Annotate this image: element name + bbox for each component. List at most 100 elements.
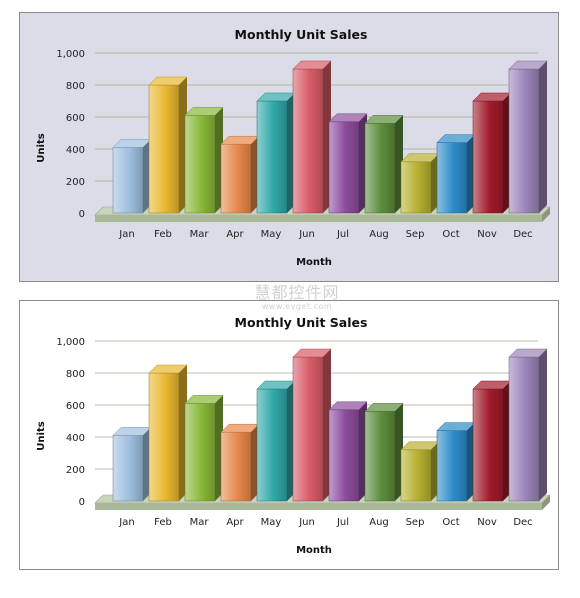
bar-front	[112, 435, 144, 502]
x-tick-label: Jul	[336, 229, 349, 240]
bar-front	[328, 409, 360, 502]
bar-front	[364, 123, 396, 214]
x-tick-label: Nov	[477, 517, 497, 528]
bar-front	[184, 403, 216, 502]
bar-chart-top: 0 200 400 600 800 1,000 Jan Feb Mar Apr May Jun Jul A…	[20, 13, 558, 281]
y-tick-label: 1,000	[56, 337, 85, 348]
bar-front	[508, 68, 540, 214]
x-tick-label: Oct	[442, 517, 459, 528]
y-axis-title: Units	[36, 421, 47, 450]
chart-title: Monthly Unit Sales	[235, 27, 368, 42]
x-axis-title: Month	[296, 545, 332, 556]
x-tick-label: Feb	[154, 229, 172, 240]
x-tick-label: Sep	[406, 517, 425, 528]
bar-nov	[472, 92, 512, 214]
bar-front	[364, 411, 396, 502]
bar-may	[256, 380, 296, 502]
watermark-url: www.evget.com	[261, 302, 333, 311]
y-tick-label: 800	[66, 369, 85, 380]
floor-front	[95, 503, 542, 510]
bar-front	[220, 431, 252, 502]
x-axis-title: Month	[296, 257, 332, 268]
bar-aug	[364, 115, 404, 214]
floor-side	[542, 207, 550, 222]
bar-front	[472, 100, 504, 214]
y-tick-label: 200	[66, 177, 85, 188]
bar-side	[539, 349, 547, 501]
y-tick-label: 400	[66, 433, 85, 444]
x-tick-label: Sep	[406, 229, 425, 240]
chart-panel-top: 0 200 400 600 800 1,000 Jan Feb Mar Apr May Jun Jul A…	[19, 12, 559, 282]
x-tick-label: Mar	[190, 229, 210, 240]
chart-title: Monthly Unit Sales	[235, 315, 368, 330]
y-axis-title: Units	[36, 133, 47, 162]
bar-aug	[364, 403, 404, 502]
x-tick-label: Mar	[190, 517, 210, 528]
floor-side	[542, 495, 550, 510]
x-tick-label: Feb	[154, 517, 172, 528]
bar-top	[184, 395, 224, 404]
bar-front	[112, 147, 144, 214]
bar-feb	[148, 364, 188, 502]
watermark-logo: 慧都控件网 www.evget.com	[212, 284, 382, 314]
x-tick-label: May	[261, 517, 282, 528]
bar-sep	[400, 153, 440, 214]
bar-front	[436, 142, 468, 214]
x-tick-label: Jan	[118, 517, 134, 528]
bar-jan	[112, 139, 152, 214]
bar-front	[400, 449, 432, 502]
x-tick-label: Dec	[513, 517, 532, 528]
x-tick-label: Jul	[336, 517, 349, 528]
y-tick-label: 600	[66, 113, 85, 124]
bar-front	[400, 161, 432, 214]
bar-front	[328, 121, 360, 214]
x-tick-label: Jun	[298, 517, 315, 528]
y-tick-label: 400	[66, 145, 85, 156]
bar-front	[148, 372, 180, 502]
bar-nov	[472, 380, 512, 502]
bar-oct	[436, 134, 476, 214]
bar-jan	[112, 427, 152, 502]
bar-front	[256, 388, 288, 502]
x-tick-label: May	[261, 229, 282, 240]
x-tick-label: Aug	[369, 517, 389, 528]
bar-top	[328, 401, 368, 411]
x-tick-label: Jan	[118, 229, 134, 240]
bar-front	[292, 68, 324, 214]
bar-side	[539, 61, 547, 213]
bar-may	[256, 92, 296, 214]
chart-panel-bottom: 0 200 400 600 800 1,000 Jan Feb Mar Apr May Jun Jul A…	[19, 300, 559, 570]
bar-front	[472, 388, 504, 502]
bar-dec	[508, 348, 548, 502]
bar-jun	[292, 60, 332, 214]
x-tick-label: Dec	[513, 229, 532, 240]
bar-apr	[220, 135, 260, 214]
bar-front	[508, 356, 540, 502]
y-tick-label: 600	[66, 401, 85, 412]
bar-jul	[328, 113, 368, 214]
bar-front	[148, 84, 180, 214]
x-tick-label: Apr	[226, 517, 244, 528]
bar-mar	[184, 395, 224, 502]
bar-mar	[184, 107, 224, 214]
x-tick-label: Oct	[442, 229, 459, 240]
bar-sep	[400, 441, 440, 502]
x-tick-label: Aug	[369, 229, 389, 240]
bar-front	[220, 143, 252, 214]
y-tick-label: 0	[79, 209, 85, 220]
y-tick-label: 800	[66, 81, 85, 92]
x-tick-label: Nov	[477, 229, 497, 240]
x-tick-label: Apr	[226, 229, 244, 240]
y-tick-label: 1,000	[56, 49, 85, 60]
y-tick-label: 0	[79, 497, 85, 508]
bar-jun	[292, 348, 332, 502]
bar-chart-bottom: 0 200 400 600 800 1,000 Jan Feb Mar Apr May Jun Jul A…	[20, 301, 558, 569]
bar-front	[292, 356, 324, 502]
floor-front	[95, 215, 542, 222]
bar-top	[364, 403, 404, 412]
bar-dec	[508, 60, 548, 214]
bar-front	[256, 100, 288, 214]
x-tick-label: Jun	[298, 229, 315, 240]
bar-jul	[328, 401, 368, 502]
y-tick-label: 200	[66, 465, 85, 476]
